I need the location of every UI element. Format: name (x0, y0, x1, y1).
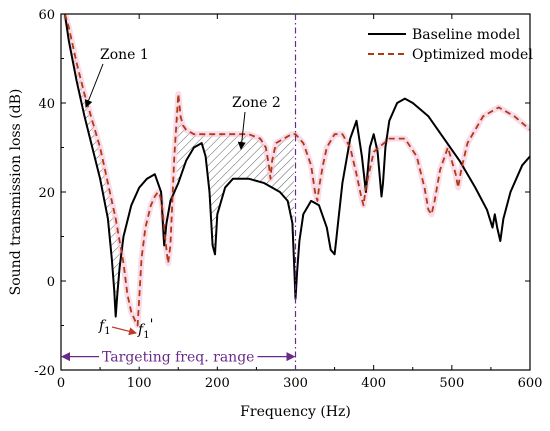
series-optimized-line (64, 14, 530, 327)
f1-prime-label: f1' (137, 317, 153, 341)
svg-text:f1: f1 (98, 318, 111, 337)
x-tick-label: 600 (518, 376, 543, 391)
y-axis-label: Sound transmission loss (dB) (8, 89, 24, 296)
y-tick-label: 0 (47, 275, 55, 290)
legend-label-optimized: Optimized model (412, 47, 533, 63)
x-tick-label: 500 (439, 376, 464, 391)
f1-letter: f (98, 318, 107, 334)
zone2-area (176, 94, 294, 259)
zone2-arrow (237, 111, 246, 150)
x-tick-label: 200 (205, 376, 230, 391)
range-label: Targeting freq. range (102, 350, 254, 366)
x-tick-label: 0 (57, 376, 65, 391)
x-axis-label: Frequency (Hz) (240, 404, 351, 420)
x-tick-label: 400 (361, 376, 386, 391)
y-tick-label: -20 (34, 364, 55, 379)
svg-text:f1': f1' (137, 317, 153, 341)
legend: Baseline model Optimized model (368, 27, 533, 63)
y-tick-label: 40 (38, 97, 55, 112)
f1-prime-subscript: 1 (143, 330, 149, 341)
f1-prime-mark: ' (150, 317, 154, 333)
f1-shift-arrow (111, 326, 137, 336)
x-axis-ticks: 0 100 200 300 400 500 600 (57, 14, 543, 391)
y-tick-label: 20 (38, 186, 55, 201)
f1-label: f1 (98, 318, 111, 337)
zone1-area (70, 34, 162, 317)
zone1-arrow (84, 63, 104, 108)
y-axis-ticks: -20 0 20 40 60 (34, 8, 530, 379)
x-tick-label: 300 (283, 376, 308, 391)
x-tick-label: 100 (127, 376, 152, 391)
y-tick-label: 60 (38, 8, 55, 23)
f1-subscript: 1 (104, 326, 110, 337)
zone2-label: Zone 2 (232, 95, 281, 111)
legend-label-baseline: Baseline model (412, 27, 521, 43)
zone1-label: Zone 1 (100, 47, 149, 63)
range-label-background (99, 348, 258, 367)
f1-prime-letter: f (137, 322, 146, 338)
